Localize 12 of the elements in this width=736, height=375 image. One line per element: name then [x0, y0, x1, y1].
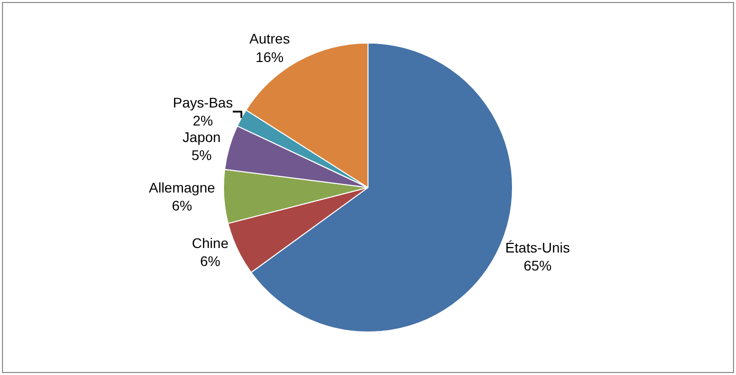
data-label: 6% [172, 198, 192, 214]
data-label: 16% [256, 48, 284, 65]
slice-label: États-Unis [505, 240, 570, 256]
slice-label: Japon [182, 128, 221, 145]
data-label: 5% [191, 146, 212, 163]
slice-label: Chine [192, 235, 229, 252]
data-label: 65% [524, 258, 552, 274]
slice-label: Pays-Bas [172, 94, 233, 111]
slice-label: Autres [249, 30, 290, 47]
data-label: 2% [192, 112, 213, 129]
slice-label: Allemagne [148, 180, 216, 196]
data-label: 6% [200, 253, 220, 270]
